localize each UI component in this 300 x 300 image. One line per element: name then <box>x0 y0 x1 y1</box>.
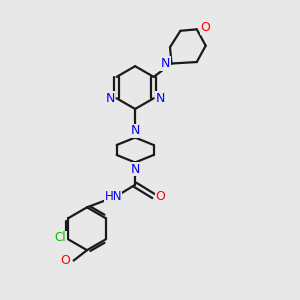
Text: N: N <box>130 163 140 176</box>
Text: Cl: Cl <box>54 232 66 244</box>
Text: O: O <box>155 190 165 202</box>
Text: N: N <box>161 57 170 70</box>
Text: N: N <box>130 124 140 137</box>
Text: N: N <box>155 92 165 105</box>
Text: O: O <box>61 254 70 267</box>
Text: O: O <box>200 21 210 34</box>
Text: N: N <box>105 92 115 105</box>
Text: HN: HN <box>104 190 122 202</box>
